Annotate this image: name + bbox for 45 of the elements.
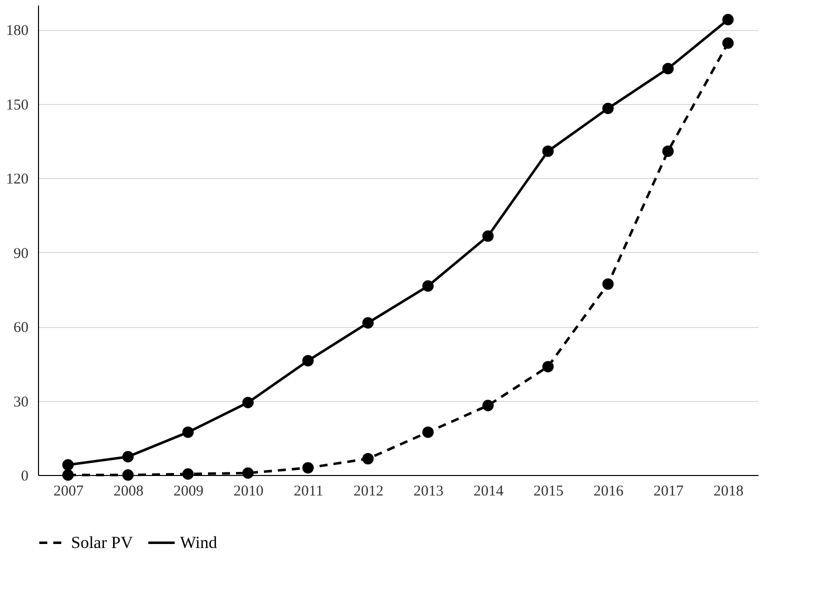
x-tick-label: 2011 — [294, 484, 324, 500]
point — [62, 469, 74, 481]
y-tick-label: 180 — [6, 23, 28, 40]
x-tick-label: 2009 — [174, 484, 204, 500]
legend-label: Wind — [180, 532, 218, 552]
point — [722, 37, 734, 49]
y-tick-label: 120 — [6, 172, 28, 188]
y-tick-label: 30 — [14, 394, 28, 410]
point — [302, 462, 314, 474]
point — [242, 467, 254, 479]
legend-label: Solar PV — [71, 532, 134, 552]
point — [302, 355, 314, 366]
point — [422, 426, 434, 438]
x-tick-label: 2007 — [54, 484, 84, 500]
point — [62, 459, 74, 471]
y-tick-label: 0 — [21, 468, 28, 484]
point — [662, 146, 674, 157]
x-tick-label: 2010 — [234, 484, 264, 500]
point — [482, 400, 494, 412]
x-tick-label: 2015 — [534, 484, 564, 500]
y-tick-label: 60 — [14, 320, 28, 336]
point — [182, 426, 194, 438]
point — [542, 360, 554, 372]
point — [242, 396, 254, 408]
point — [362, 317, 374, 329]
x-tick-label: 2018 — [714, 484, 744, 500]
point — [362, 452, 374, 464]
x-tick-label: 2017 — [654, 484, 684, 500]
point — [662, 62, 674, 74]
x-tick-label: 2016 — [594, 484, 624, 500]
point — [182, 468, 194, 480]
point — [542, 146, 554, 157]
point — [422, 280, 434, 292]
point — [122, 469, 134, 481]
x-tick-label: 2008 — [114, 484, 144, 500]
x-tick-label: 2013 — [414, 484, 444, 500]
point — [722, 14, 734, 26]
y-tick-label: 90 — [14, 246, 28, 262]
point — [482, 230, 494, 242]
x-tick-label: 2012 — [354, 484, 384, 500]
y-tick-label: 150 — [6, 97, 28, 114]
x-tick-label: 2014 — [474, 484, 504, 500]
point — [122, 451, 134, 462]
point — [602, 102, 614, 114]
point — [602, 278, 614, 290]
